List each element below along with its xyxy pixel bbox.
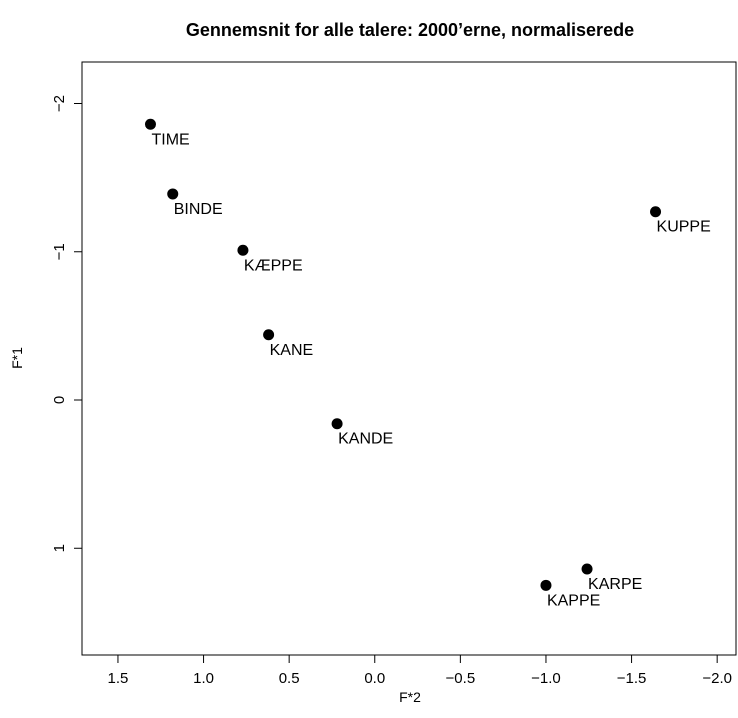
point-label: TIME — [151, 131, 189, 148]
chart-title: Gennemsnit for alle talere: 2000’erne, n… — [186, 20, 634, 40]
point — [581, 563, 593, 575]
point — [167, 188, 179, 200]
point-label: KANDE — [338, 431, 393, 448]
x-tick-label: −2.0 — [702, 670, 732, 687]
point — [540, 579, 552, 591]
point-label: BINDE — [174, 201, 223, 218]
y-tick-label: −1 — [51, 243, 68, 260]
x-tick-label: −1.5 — [617, 670, 647, 687]
point — [144, 118, 156, 130]
point-label: KUPPE — [657, 219, 711, 236]
y-axis-label: F*1 — [9, 347, 25, 369]
plot-frame — [81, 61, 737, 656]
x-axis-label: F*2 — [399, 689, 421, 705]
point — [263, 329, 275, 341]
point-label: KANE — [270, 342, 314, 359]
x-tick-label: −1.0 — [531, 670, 561, 687]
x-tick-label: 0.0 — [364, 670, 385, 687]
point-label: KAPPE — [547, 592, 600, 609]
x-tick-label: 0.5 — [279, 670, 300, 687]
x-tick-label: 1.5 — [108, 670, 129, 687]
point — [650, 206, 662, 218]
point — [331, 418, 343, 430]
y-tick-label: 1 — [51, 544, 68, 552]
point — [237, 244, 249, 256]
y-tick-label: −2 — [51, 95, 68, 112]
point-label: KARPE — [588, 576, 642, 593]
point-label: KÆPPE — [244, 257, 303, 274]
y-tick-label: 0 — [51, 396, 68, 404]
x-tick-label: 1.0 — [193, 670, 214, 687]
x-tick-label: −0.5 — [446, 670, 476, 687]
